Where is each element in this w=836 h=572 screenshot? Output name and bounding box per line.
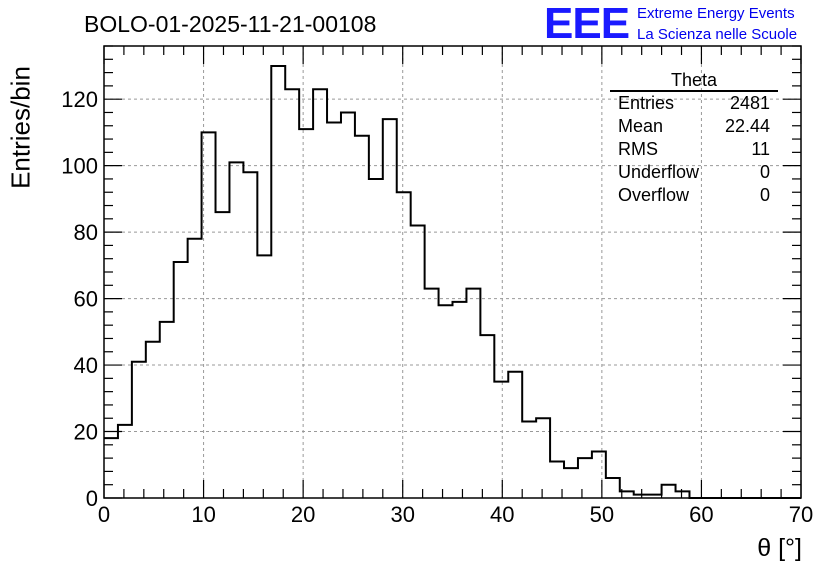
x-tick-label: 0 — [98, 502, 110, 527]
x-axis-label: θ [°] — [757, 534, 802, 562]
logo-line-2: La Scienza nelle Scuole — [637, 26, 798, 43]
histogram-bin — [229, 162, 243, 498]
stats-row-underflow: Underflow 0 — [610, 161, 778, 184]
histogram-bin — [341, 112, 355, 498]
histogram-bin — [383, 119, 397, 498]
eee-logo: EEE — [544, 0, 630, 48]
y-tick-label: 120 — [61, 87, 98, 112]
stats-label: Entries — [618, 93, 675, 113]
chart-title: BOLO-01-2025-11-21-00108 — [84, 11, 377, 37]
histogram-bin — [453, 302, 467, 498]
axis-ticks — [103, 45, 802, 499]
y-axis-label: Entries/bin — [5, 66, 36, 189]
y-tick-label: 80 — [74, 220, 98, 245]
histogram-bin — [592, 451, 606, 498]
histogram-bin — [480, 335, 494, 498]
histogram-bin — [299, 129, 313, 498]
histogram-bin — [174, 262, 188, 498]
x-tick-label: 20 — [291, 502, 315, 527]
logo-line-1: Extreme Energy Events — [637, 5, 795, 22]
histogram-bin — [662, 485, 676, 498]
histogram-bin — [313, 89, 327, 498]
histogram-bin — [216, 212, 230, 498]
stats-label: Mean — [618, 116, 664, 136]
stats-box: Theta Entries 2481 Mean 22.44 RMS 11 Und… — [610, 70, 778, 207]
histogram-bin — [494, 382, 508, 498]
stats-title: Theta — [610, 70, 778, 92]
histogram-bin — [425, 289, 439, 498]
histogram-bin — [522, 422, 536, 498]
histogram-bin — [508, 372, 522, 498]
histogram-bin — [104, 438, 118, 498]
histogram-bin — [369, 179, 383, 498]
histogram-bin — [327, 122, 341, 498]
y-tick-label: 0 — [86, 486, 98, 511]
x-tick-label: 70 — [789, 502, 813, 527]
x-tick-label: 10 — [191, 502, 215, 527]
y-tick-label: 60 — [74, 287, 98, 312]
histogram-bin — [118, 425, 132, 498]
histogram-outline — [104, 64, 801, 499]
stats-row-rms: RMS 11 — [610, 138, 778, 161]
histogram-bin — [355, 136, 369, 498]
stats-row-entries: Entries 2481 — [610, 92, 778, 115]
x-tick-label: 60 — [689, 502, 713, 527]
histogram-bin — [411, 225, 425, 498]
histogram-bin — [257, 255, 271, 498]
stats-value: 0 — [759, 162, 770, 182]
stats-value: 11 — [751, 139, 770, 159]
axis-tick-labels: 0 10 20 30 40 50 60 70 0 20 40 60 80 100 120 — [61, 87, 813, 527]
histogram-bin — [285, 89, 299, 498]
histogram-bin — [243, 172, 257, 498]
x-tick-label: 40 — [490, 502, 514, 527]
histogram-bin — [466, 289, 480, 498]
stats-label: Underflow — [618, 162, 700, 182]
histogram-bin — [606, 478, 620, 498]
histogram-bin — [564, 468, 578, 498]
stats-value: 2481 — [729, 93, 770, 113]
stats-value: 0 — [759, 185, 770, 205]
histogram-bin — [132, 362, 146, 498]
histogram-bin — [397, 192, 411, 498]
stats-row-overflow: Overflow 0 — [610, 184, 778, 207]
stats-label: RMS — [618, 139, 658, 159]
grid-lines — [104, 46, 801, 498]
histogram-bin — [536, 418, 550, 498]
stats-label: Overflow — [618, 185, 690, 205]
histogram-bin — [439, 305, 453, 498]
histogram-bin — [160, 322, 174, 498]
logo-caption: Extreme Energy Events La Scienza nelle S… — [637, 3, 797, 45]
x-tick-label: 50 — [590, 502, 614, 527]
stats-value: 22.44 — [724, 116, 770, 136]
y-tick-label: 100 — [61, 154, 98, 179]
histogram-bin — [578, 458, 592, 498]
y-tick-label: 20 — [74, 420, 98, 445]
histogram-bin — [188, 239, 202, 498]
x-tick-label: 30 — [390, 502, 414, 527]
stats-row-mean: Mean 22.44 — [610, 115, 778, 138]
y-tick-label: 40 — [74, 353, 98, 378]
histogram-bin — [271, 66, 285, 498]
